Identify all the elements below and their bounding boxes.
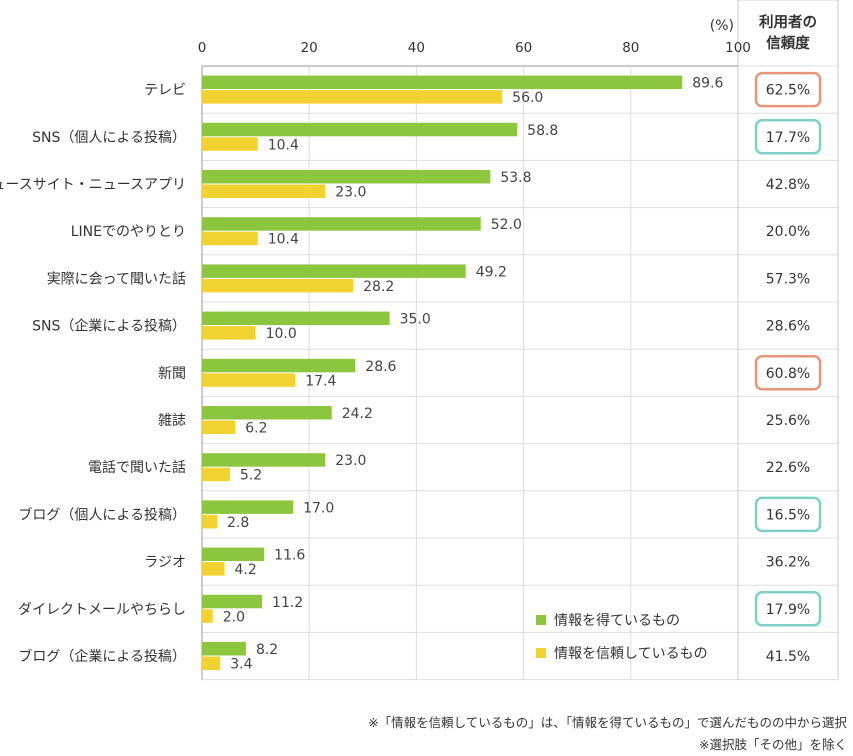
bar-trusted	[202, 656, 221, 670]
data-label-obtained: 24.2	[342, 406, 373, 422]
bar-obtained	[202, 547, 265, 562]
footnote-1: ※「情報を信頼しているもの」は、「情報を得ているもの」で選んだものの中から選択	[368, 715, 847, 730]
bar-obtained	[202, 311, 390, 326]
data-label-obtained: 35.0	[400, 312, 431, 328]
data-label-trusted: 2.0	[223, 609, 245, 625]
legend-swatch	[536, 615, 546, 625]
highlight-high-box	[754, 71, 822, 108]
bar-trusted	[202, 326, 256, 340]
data-label-obtained: 89.6	[692, 76, 723, 92]
bar-obtained	[202, 264, 466, 278]
trust-value: 20.0%	[766, 224, 810, 240]
data-label-trusted: 10.0	[266, 326, 297, 342]
data-label-trusted: 3.4	[230, 657, 252, 673]
trust-value: 17.7%	[766, 130, 810, 146]
bar-trusted	[202, 278, 354, 293]
data-label-obtained: 28.6	[365, 359, 396, 375]
bar-obtained	[202, 642, 246, 656]
bar-obtained	[202, 75, 683, 90]
data-label-trusted: 10.4	[268, 232, 299, 248]
data-label-obtained: 53.8	[500, 170, 531, 186]
data-label-trusted: 5.2	[240, 468, 262, 484]
trust-column-header: 利用者の	[759, 13, 817, 31]
data-label-trusted: 23.0	[335, 185, 366, 201]
trust-value: 57.3%	[766, 271, 810, 287]
legend-swatch	[536, 648, 546, 658]
trust-value: 62.5%	[766, 83, 810, 99]
x-tick-label: 100	[725, 40, 751, 56]
category-label: 雑誌	[158, 413, 186, 429]
data-label-trusted: 10.4	[268, 137, 299, 153]
trust-value: 28.6%	[766, 319, 810, 335]
trust-value: 17.9%	[766, 602, 810, 618]
bar-trusted	[202, 609, 213, 623]
bar-obtained	[202, 500, 294, 514]
trust-value: 16.5%	[766, 507, 810, 523]
x-tick-label: 80	[622, 40, 639, 56]
data-label-obtained: 8.2	[256, 642, 278, 658]
bar-obtained	[202, 217, 481, 231]
x-tick-label: 40	[408, 40, 425, 56]
bar-trusted	[202, 184, 326, 198]
footnote-2: ※選択肢「その他」を除く	[699, 737, 847, 752]
x-tick-label: 60	[515, 40, 532, 56]
data-label-obtained: 49.2	[476, 264, 507, 280]
trust-value: 42.8%	[766, 177, 810, 193]
data-label-obtained: 17.0	[303, 500, 334, 516]
data-label-obtained: 11.6	[274, 548, 305, 564]
highlight-low-box	[754, 591, 822, 627]
trust-value: 60.8%	[766, 366, 810, 382]
bar-trusted	[202, 231, 258, 246]
data-label-obtained: 11.2	[272, 595, 303, 611]
bar-trusted	[202, 373, 296, 387]
data-label-trusted: 28.2	[363, 279, 394, 295]
bar-obtained	[202, 406, 332, 420]
category-label: SNS（個人による投稿）	[32, 130, 186, 146]
data-label-trusted: 4.2	[235, 562, 257, 578]
trust-value: 41.5%	[766, 649, 810, 665]
highlight-low-box	[754, 119, 822, 155]
trust-value: 36.2%	[766, 555, 810, 571]
category-label: ラジオ	[144, 555, 186, 571]
legend-label: 情報を信頼しているもの	[554, 646, 708, 662]
bar-obtained	[202, 453, 326, 467]
category-label: 電話で聞いた話	[88, 459, 186, 476]
trust-value: 22.6%	[766, 460, 810, 476]
data-label-trusted: 2.8	[227, 515, 249, 531]
bar-obtained	[202, 594, 263, 609]
highlight-high-box	[754, 355, 822, 391]
trust-value: 25.6%	[766, 413, 810, 429]
category-label: テレビ	[144, 83, 186, 99]
bar-obtained	[202, 122, 518, 137]
category-label: ブログ（個人による投稿）	[18, 506, 186, 523]
data-label-trusted: 17.4	[305, 373, 336, 389]
category-label: ダイレクトメールやちらし	[18, 602, 186, 618]
bar-obtained	[202, 358, 356, 373]
category-label: 実際に会って聞いた話	[47, 270, 186, 287]
category-label: SNS（企業による投稿）	[32, 318, 186, 335]
category-label: ブログ（企業による投稿）	[18, 648, 186, 665]
data-label-obtained: 23.0	[335, 453, 366, 469]
bar-trusted	[202, 137, 258, 151]
bar-obtained	[202, 170, 491, 184]
legend-label: 情報を得ているもの	[554, 612, 680, 629]
category-label: ニュースサイト・ニュースアプリ	[0, 177, 186, 193]
highlight-low-box	[754, 496, 822, 533]
data-label-trusted: 6.2	[245, 421, 267, 437]
bar-trusted	[202, 514, 218, 529]
x-tick-label: 20	[301, 40, 318, 56]
x-tick-label: 0	[198, 40, 207, 56]
data-label-trusted: 56.0	[512, 90, 543, 106]
category-label: 新聞	[158, 366, 186, 382]
bar-trusted	[202, 467, 230, 482]
bar-trusted	[202, 562, 225, 576]
data-label-obtained: 58.8	[527, 123, 558, 139]
bar-trusted	[202, 90, 503, 104]
trust-column-header: 信頼度	[766, 34, 810, 52]
category-label: LINEでのやりとり	[71, 224, 186, 240]
unit-label: (%)	[710, 18, 734, 34]
data-label-obtained: 52.0	[491, 217, 522, 233]
bar-trusted	[202, 420, 236, 434]
